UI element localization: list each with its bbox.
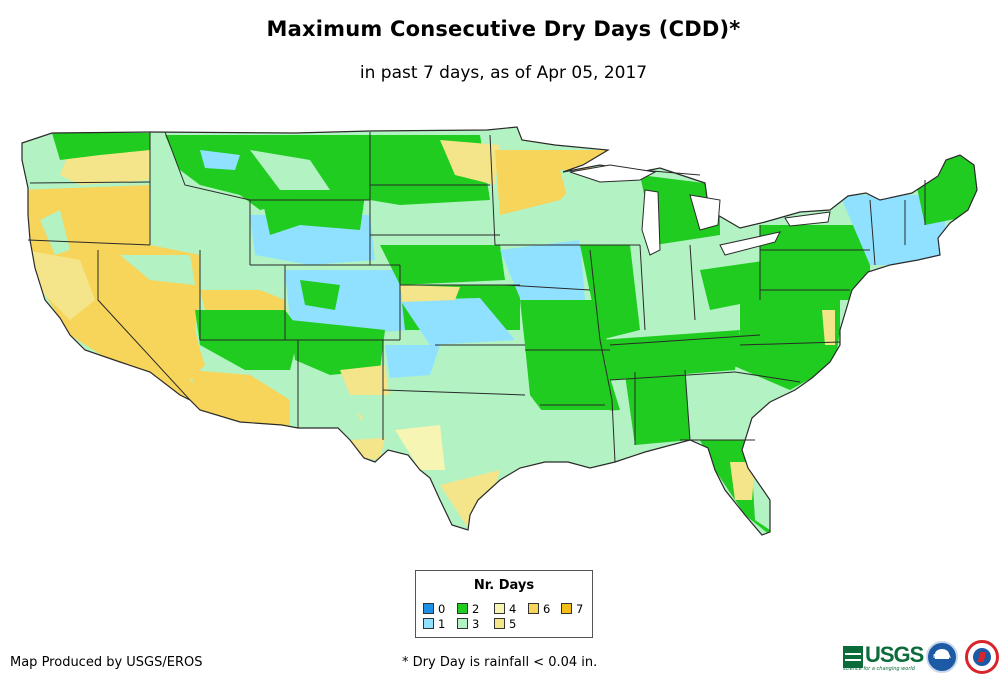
region-al-2days — [625, 370, 690, 445]
border-in — [639, 244, 646, 331]
legend-swatch-1 — [423, 618, 434, 629]
region-il-2days — [580, 245, 640, 340]
region-tn-2days — [600, 330, 740, 380]
state-borders — [21, 126, 978, 536]
border-ca-nv — [97, 250, 191, 401]
border-ny-ne — [869, 199, 876, 266]
produced-by-credit: Map Produced by USGS/EROS — [10, 655, 203, 670]
legend-title: Nr. Days — [473, 578, 535, 593]
region-ne-1day — [840, 195, 945, 265]
legend-swatch-2 — [457, 603, 468, 614]
usgs-wordmark: USGS — [865, 642, 924, 667]
region-pa-2days — [760, 225, 870, 300]
region-ga-3days — [685, 375, 760, 450]
legend-label-0: 0 — [438, 602, 446, 616]
border-dakotas-mn — [489, 134, 496, 246]
border-oh-in — [689, 244, 696, 321]
dry-day-footnote: * Dry Day is rainfall < 0.04 in. — [402, 655, 598, 670]
lake-erie — [719, 231, 781, 256]
region-tx-4days — [395, 425, 445, 470]
border-ia-mo — [504, 284, 591, 291]
region-montana-3days — [250, 150, 330, 190]
border-nc-sc — [734, 371, 801, 383]
usgs-tagline: science for a changing world — [843, 666, 915, 672]
usgs-mark-icon — [843, 646, 863, 668]
region-tx-5days — [350, 438, 385, 460]
border-va-nc — [739, 341, 841, 346]
region-la-3days — [540, 410, 615, 462]
region-coast-5days — [25, 250, 95, 320]
legend-swatch-3 — [457, 618, 468, 629]
border-ky-tn — [609, 334, 761, 346]
region-colorado-2days — [300, 280, 340, 310]
legend-label-2: 2 — [472, 602, 480, 616]
region-wi-3days — [560, 170, 640, 245]
border-tn-south — [609, 371, 736, 381]
noaa-text: NOAA — [933, 654, 951, 660]
border-al-ga — [684, 369, 691, 441]
legend-swatch-0 — [423, 603, 434, 614]
region-nd-5days — [440, 140, 500, 185]
region-fl-4days — [730, 462, 755, 500]
border-ok-tx — [382, 389, 526, 396]
lake-michigan — [641, 189, 661, 256]
region-ks-1day — [400, 298, 515, 345]
border-ms-river — [589, 249, 616, 463]
legend-label-6: 6 — [543, 602, 551, 616]
noaa-logo: NOAA — [926, 641, 958, 673]
map-title: Maximum Consecutive Dry Days (CDD)* — [266, 17, 741, 41]
border-wa-or — [29, 181, 151, 184]
region-az-6days — [190, 370, 290, 428]
legend-label-4: 4 — [509, 602, 517, 616]
legend-swatch-7 — [561, 603, 572, 614]
legend-swatch-4 — [494, 603, 505, 614]
region-nevada-3days — [120, 255, 195, 285]
border-id-mt — [164, 131, 251, 201]
great-lakes — [569, 164, 831, 256]
legend-label-3: 3 — [472, 617, 480, 631]
region-oh-2days — [700, 260, 770, 310]
lake-superior — [569, 164, 657, 183]
region-ks-4days — [400, 285, 460, 302]
region-montana-1day — [200, 150, 240, 170]
legend-swatch-5 — [494, 618, 505, 629]
noaa-bird-icon — [935, 649, 949, 659]
cdd-regions — [22, 133, 977, 535]
region-ar-2days — [525, 345, 620, 415]
legend-label-5: 5 — [509, 617, 517, 631]
region-va-2days — [740, 300, 840, 345]
usgs-logo: USGS science for a changing world — [843, 642, 924, 672]
border-or-ca — [27, 239, 151, 246]
region-oregon-5days — [60, 150, 150, 185]
lake-ontario — [784, 211, 831, 227]
map-subtitle: in past 7 days, as of Apr 05, 2017 — [359, 63, 648, 83]
region-nm-2days — [290, 320, 385, 375]
region-ne-2days — [380, 245, 505, 285]
region-iowa-1day — [500, 240, 585, 310]
legend-label-1: 1 — [438, 617, 446, 631]
region-west-6days — [22, 185, 240, 425]
nws-logo — [965, 640, 999, 674]
region-ca-valley-3days — [40, 210, 70, 255]
region-wyoming-2days — [262, 195, 365, 235]
lake-huron — [689, 194, 721, 231]
legend-label-7: 7 — [576, 602, 584, 616]
region-sd-3days — [370, 205, 495, 240]
region-de-5days — [822, 310, 835, 345]
region-wa-2days — [52, 133, 150, 160]
legend-swatch-6 — [528, 603, 539, 614]
region-ok-1day — [385, 345, 440, 378]
